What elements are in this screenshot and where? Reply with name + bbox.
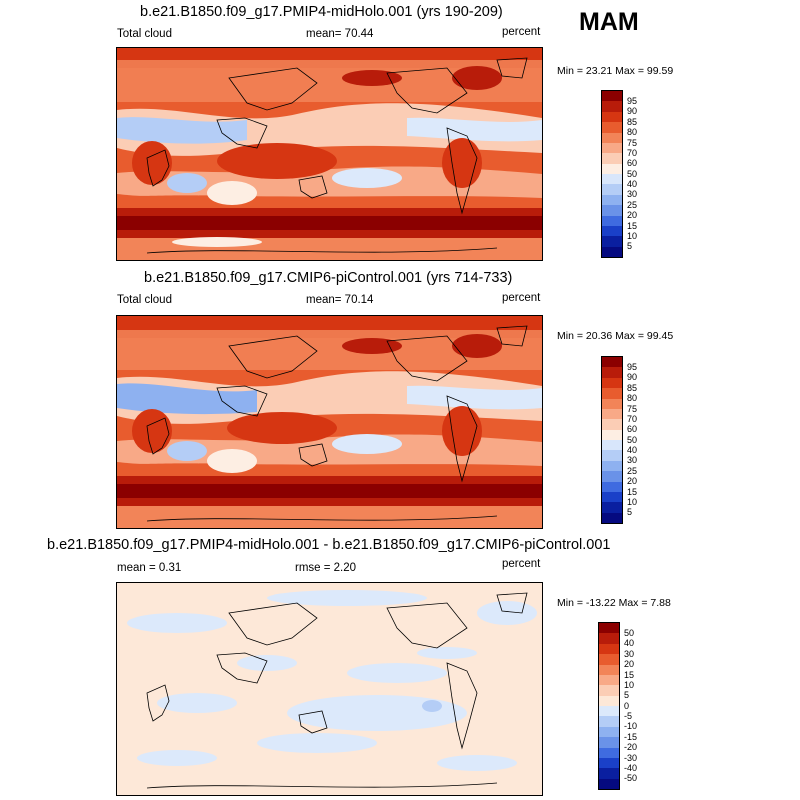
colorbar-tick-label: 5 — [627, 241, 633, 251]
panel3-difference-field — [117, 583, 542, 795]
panel2-units: percent — [502, 292, 541, 304]
colorbar-tick-label: -40 — [624, 763, 638, 773]
panel3-colorbar — [598, 622, 620, 790]
colorbar-tick-label: -15 — [624, 732, 638, 742]
panel1-minmax: Min = 23.21 Max = 99.59 — [557, 65, 674, 77]
panel2-colorbar — [601, 356, 623, 524]
colorbar-tick-label: 20 — [627, 210, 638, 220]
panel3-units: percent — [502, 558, 541, 570]
panel2-mean: mean= 70.14 — [306, 294, 374, 306]
colorbar-tick-label: 95 — [627, 96, 638, 106]
colorbar-tick-label: 70 — [627, 148, 638, 158]
panel1-cloud-field — [117, 48, 542, 260]
panel3-map — [116, 582, 543, 796]
panel2-map — [116, 315, 543, 529]
panel2-title: b.e21.B1850.f09_g17.CMIP6-piControl.001 … — [144, 270, 513, 286]
colorbar-tick-label: -50 — [624, 773, 638, 783]
colorbar-tick-label: 25 — [627, 466, 638, 476]
panel1-mean: mean= 70.44 — [306, 28, 374, 40]
colorbar-tick-label: 15 — [627, 221, 638, 231]
colorbar-tick-label: 50 — [624, 628, 635, 638]
colorbar-tick-label: 20 — [627, 476, 638, 486]
colorbar-tick-label: 10 — [627, 231, 638, 241]
panel1-variable: Total cloud — [117, 28, 172, 40]
colorbar-tick-label: 40 — [627, 179, 638, 189]
colorbar-tick-label: 10 — [624, 680, 635, 690]
panel1-map — [116, 47, 543, 261]
colorbar-tick-label: 80 — [627, 393, 638, 403]
colorbar-tick-label: -10 — [624, 721, 638, 731]
colorbar-tick-label: 70 — [627, 414, 638, 424]
colorbar-tick-label: 60 — [627, 158, 638, 168]
colorbar-tick-label: 85 — [627, 117, 638, 127]
panel2-minmax: Min = 20.36 Max = 99.45 — [557, 330, 674, 342]
colorbar-tick-label: 50 — [627, 169, 638, 179]
colorbar-tick-label: 30 — [627, 455, 638, 465]
panel3-rmse: rmse = 2.20 — [295, 562, 357, 574]
panel3-mean: mean = 0.31 — [117, 562, 182, 574]
panel3-title: b.e21.B1850.f09_g17.PMIP4-midHolo.001 - … — [47, 537, 611, 553]
colorbar-tick-label: 90 — [627, 372, 638, 382]
colorbar-tick-label: 60 — [627, 424, 638, 434]
panel3-minmax: Min = -13.22 Max = 7.88 — [557, 597, 671, 609]
colorbar-tick-label: -20 — [624, 742, 638, 752]
colorbar-tick-label: -30 — [624, 753, 638, 763]
panel1-units: percent — [502, 26, 541, 38]
colorbar-tick-label: 40 — [627, 445, 638, 455]
colorbar-tick-label: 95 — [627, 362, 638, 372]
colorbar-tick-label: 90 — [627, 106, 638, 116]
colorbar-tick-label: 25 — [627, 200, 638, 210]
colorbar-tick-label: 40 — [624, 638, 635, 648]
season-label: MAM — [579, 8, 639, 36]
panel1-colorbar — [601, 90, 623, 258]
colorbar-tick-label: 80 — [627, 127, 638, 137]
colorbar-tick-label: 20 — [624, 659, 635, 669]
colorbar-tick-label: 50 — [627, 435, 638, 445]
colorbar-tick-label: 15 — [624, 670, 635, 680]
panel2-variable: Total cloud — [117, 294, 172, 306]
colorbar-tick-label: 75 — [627, 138, 638, 148]
colorbar-tick-label: 5 — [627, 507, 633, 517]
colorbar-tick-label: 5 — [624, 690, 630, 700]
colorbar-tick-label: 85 — [627, 383, 638, 393]
panel1-title: b.e21.B1850.f09_g17.PMIP4-midHolo.001 (y… — [140, 4, 503, 20]
colorbar-tick-label: 10 — [627, 497, 638, 507]
colorbar-tick-label: 15 — [627, 487, 638, 497]
colorbar-tick-label: 30 — [624, 649, 635, 659]
colorbar-tick-label: 30 — [627, 189, 638, 199]
colorbar-tick-label: 75 — [627, 404, 638, 414]
colorbar-tick-label: 0 — [624, 701, 630, 711]
panel2-cloud-field — [117, 316, 542, 528]
colorbar-tick-label: -5 — [624, 711, 633, 721]
